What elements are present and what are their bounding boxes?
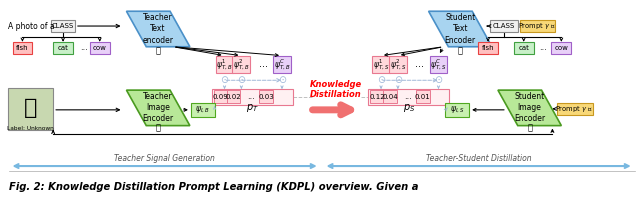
Polygon shape [498,90,561,126]
Bar [552,42,572,54]
Text: 🐘: 🐘 [24,98,37,118]
Text: ...: ... [80,43,88,52]
Text: Student
Image
Encoder: Student Image Encoder [514,92,545,124]
Text: $p_S$: $p_S$ [403,102,415,114]
Text: 0.01: 0.01 [415,93,431,100]
Bar [53,42,73,54]
Text: 0.03: 0.03 [259,93,274,100]
Text: fish: fish [16,45,29,51]
Bar [51,20,75,32]
Bar [90,42,109,54]
Text: $\psi^C_{T,S}$: $\psi^C_{T,S}$ [430,57,447,72]
Bar [445,103,469,117]
Text: $\psi^2_{T,B}$: $\psi^2_{T,B}$ [233,57,250,72]
Text: CLASS: CLASS [52,23,74,29]
Text: cow: cow [93,45,107,51]
Bar [383,90,397,103]
Text: 🔒: 🔒 [156,46,161,55]
Text: fish: fish [482,45,494,51]
Text: Knowledge
Distillation: Knowledge Distillation [309,80,362,99]
Bar [273,56,291,73]
Text: $\psi^1_{T,S}$: $\psi^1_{T,S}$ [373,57,389,72]
Bar [372,56,390,73]
Text: A photo of a: A photo of a [8,22,54,30]
Bar [212,89,293,105]
Text: Teacher
Image
Encoder: Teacher Image Encoder [143,92,173,124]
Bar [227,90,241,103]
Text: cat: cat [518,45,529,51]
Text: Label: Unknown: Label: Unknown [7,126,54,131]
Bar [232,56,250,73]
Bar [520,20,556,32]
Polygon shape [127,11,190,47]
Bar [191,103,214,117]
Text: Prompt $\gamma$ 🔓: Prompt $\gamma$ 🔓 [556,104,593,114]
Text: ...: ... [247,92,255,101]
Bar [370,90,384,103]
Text: 0.04: 0.04 [382,93,398,100]
Text: ⊙: ⊙ [220,75,228,85]
Text: ...: ... [259,59,268,69]
Text: CLASS: CLASS [493,23,515,29]
Text: $\psi^C_{T,B}$: $\psi^C_{T,B}$ [274,57,290,72]
Text: 0.12: 0.12 [369,93,385,100]
Text: ⊙: ⊙ [394,75,402,85]
Text: ...: ... [404,92,412,101]
Text: Fig. 2: Knowledge Distillation Prompt Learning (KDPL) overview. Given a: Fig. 2: Knowledge Distillation Prompt Le… [8,182,418,192]
Bar [416,90,429,103]
Polygon shape [429,11,492,47]
Text: cow: cow [554,45,568,51]
Bar [13,42,33,54]
Text: ...: ... [540,43,547,52]
Bar [429,56,447,73]
Bar [8,88,53,129]
Bar [259,90,273,103]
Text: Teacher-Student Distillation: Teacher-Student Distillation [426,154,532,163]
Text: 🔒: 🔒 [156,123,161,132]
Text: Teacher Signal Generation: Teacher Signal Generation [114,154,214,163]
Bar [514,42,534,54]
Text: $\psi^2_{T,S}$: $\psi^2_{T,S}$ [390,57,406,72]
Text: ⊙: ⊙ [435,75,443,85]
Text: Prompt $\gamma$ 🔓: Prompt $\gamma$ 🔓 [518,21,556,31]
Text: $p_T$: $p_T$ [246,102,259,114]
Text: 0.09: 0.09 [212,93,228,100]
Polygon shape [127,90,190,126]
Text: $\psi^1_{T,B}$: $\psi^1_{T,B}$ [216,57,233,72]
Text: Teacher
Text
encoder: Teacher Text encoder [143,13,173,45]
Text: ⊙: ⊙ [377,75,385,85]
Text: 0.02: 0.02 [226,93,241,100]
Text: ⊙: ⊙ [278,75,286,85]
Bar [214,90,227,103]
Text: Student
Text
Encoder: Student Text Encoder [445,13,476,45]
Text: 🔒: 🔒 [458,46,463,55]
Bar [368,89,449,105]
Text: $\psi_{I,B}$: $\psi_{I,B}$ [195,105,210,115]
Bar [389,56,407,73]
Bar [557,103,593,115]
Bar [490,20,518,32]
Text: ...: ... [415,59,424,69]
Bar [216,56,234,73]
Text: cat: cat [58,45,68,51]
Text: $\psi_{I,S}$: $\psi_{I,S}$ [450,105,465,115]
Bar [478,42,498,54]
Text: ⊙: ⊙ [237,75,245,85]
Text: 🔒: 🔒 [527,123,532,132]
